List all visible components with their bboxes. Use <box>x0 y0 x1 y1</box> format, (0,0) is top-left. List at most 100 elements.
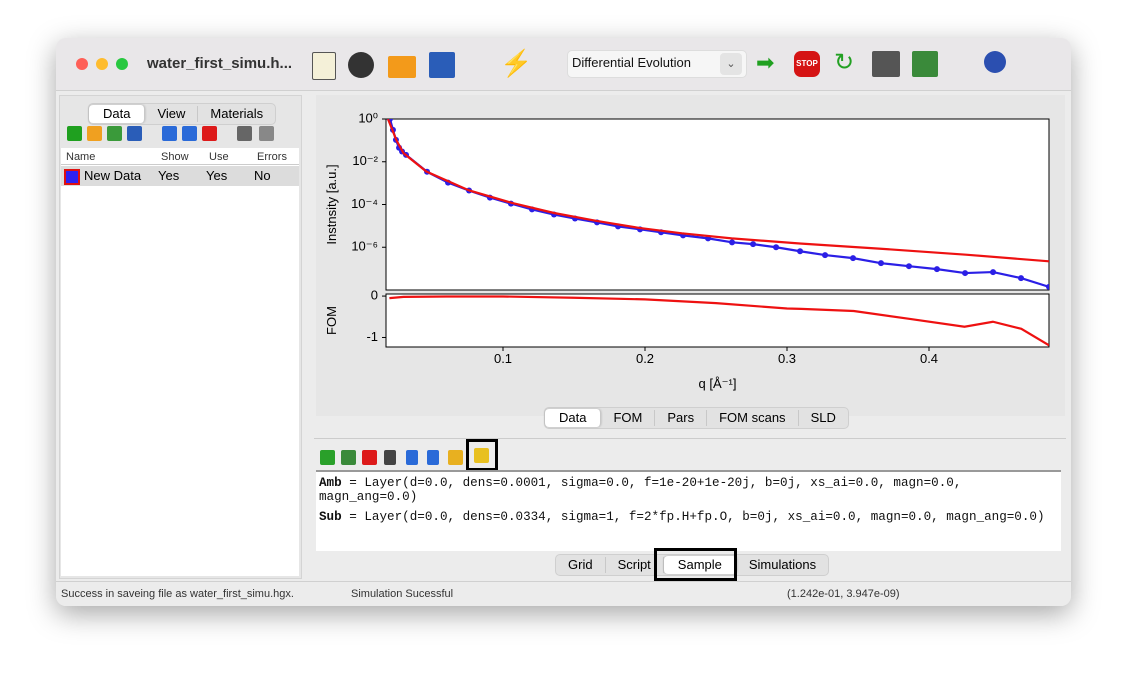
layer-line: Sub = Layer(d=0.0, dens=0.0334, sigma=1,… <box>319 510 1059 524</box>
axes <box>385 118 1050 291</box>
x-tick-label: 0.3 <box>778 351 796 366</box>
restart-icon[interactable]: ↻ <box>834 49 855 76</box>
data-point <box>905 263 912 270</box>
y-tick-label: 10⁻⁴ <box>351 196 378 211</box>
y-tick-label: 10⁻⁶ <box>351 239 378 254</box>
plot-icon[interactable] <box>237 126 252 141</box>
header-rule <box>61 164 299 165</box>
parameters-icon[interactable] <box>474 448 489 463</box>
left-tabs: Data View Materials <box>88 103 277 125</box>
delete-icon[interactable] <box>202 126 217 141</box>
up-icon[interactable] <box>162 126 177 141</box>
series-line <box>386 119 1049 263</box>
info-icon[interactable] <box>127 126 142 141</box>
plot-tabs: Data FOM Pars FOM scans SLD <box>544 407 849 429</box>
data-point <box>850 255 857 262</box>
window-title: water_first_simu.h... <box>147 55 293 72</box>
column-header: Show <box>161 151 189 163</box>
delete-layer-icon[interactable] <box>362 450 377 465</box>
cell: New Data <box>84 168 142 183</box>
start-fit-icon[interactable]: ➡ <box>756 50 775 75</box>
copy-icon[interactable] <box>107 126 122 141</box>
series-line <box>389 295 1049 347</box>
simulate-icon[interactable]: ⚡ <box>500 48 533 78</box>
cell: No <box>254 168 271 183</box>
search-icon[interactable] <box>984 51 1006 73</box>
y-tick-label: -1 <box>366 329 378 344</box>
color-swatch <box>64 169 80 185</box>
minimize-button[interactable] <box>96 58 108 70</box>
y-tick-label: 10⁰ <box>358 110 378 125</box>
x-axis-label: q [Å⁻¹] <box>699 376 737 391</box>
tab[interactable]: Pars <box>655 410 708 426</box>
close-button[interactable] <box>76 58 88 70</box>
status-text: (1.242e-01, 3.947e-09) <box>787 588 900 600</box>
down-icon[interactable] <box>182 126 197 141</box>
stop-icon[interactable]: STOP <box>794 51 820 77</box>
import-icon[interactable] <box>87 126 102 141</box>
add-layer-icon[interactable] <box>320 450 335 465</box>
tab[interactable]: Script <box>606 557 664 573</box>
cell: Yes <box>206 168 228 183</box>
calc-data-icon[interactable] <box>259 126 274 141</box>
title-bar: water_first_simu.h... ⚡ Differential Evo… <box>56 38 1071 91</box>
add-stack-icon[interactable] <box>341 450 356 465</box>
axes <box>385 293 1050 348</box>
tab[interactable]: Data <box>545 409 602 427</box>
y-tick-label: 0 <box>371 288 378 303</box>
new-icon[interactable] <box>312 52 336 80</box>
tab[interactable]: Materials <box>210 106 264 121</box>
tab[interactable]: SLD <box>810 410 836 425</box>
y-axis-label: Instnsity [a.u.] <box>324 164 339 244</box>
status-text: Success in saveing file as water_first_s… <box>61 588 294 600</box>
column-header: Errors <box>257 151 287 163</box>
data-point <box>729 239 736 246</box>
tab[interactable]: Sample <box>663 556 737 574</box>
cell: Yes <box>158 168 180 183</box>
highlight-box[interactable] <box>466 439 498 471</box>
tab[interactable]: FOM scans <box>707 410 799 426</box>
tab[interactable]: View <box>145 106 199 122</box>
layer-definition: = Layer(d=0.0, dens=0.0334, sigma=1, f=2… <box>349 510 1045 524</box>
highlight-box <box>654 548 737 581</box>
data-point <box>962 270 969 277</box>
data-point <box>797 248 804 255</box>
y-axis-label: FOM <box>324 306 339 335</box>
dropdown-arrow[interactable]: ⌄ <box>720 53 742 75</box>
data-point <box>990 269 997 276</box>
calc-icon[interactable] <box>872 51 900 77</box>
sld-icon[interactable] <box>448 450 463 465</box>
analyze-icon[interactable] <box>912 51 938 77</box>
rename-icon[interactable] <box>384 450 396 465</box>
layer-name: Sub <box>319 510 342 524</box>
x-tick-label: 0.2 <box>636 351 654 366</box>
data-point <box>1018 275 1025 282</box>
data-row[interactable]: New Data Yes Yes No <box>61 166 299 186</box>
open-icon[interactable] <box>388 56 416 78</box>
tab[interactable]: Data <box>89 105 146 123</box>
status-text: Simulation Sucessful <box>351 588 454 600</box>
zoom-button[interactable] <box>116 58 128 70</box>
tab[interactable]: Grid <box>556 557 606 573</box>
move-down-icon[interactable] <box>427 450 439 465</box>
move-up-icon[interactable] <box>406 450 418 465</box>
x-tick-label: 0.1 <box>494 351 512 366</box>
data-point <box>933 266 940 273</box>
new-model-icon[interactable] <box>348 52 374 78</box>
data-point <box>750 241 757 248</box>
optimizer-select[interactable]: Differential Evolution ⌄ <box>567 50 747 78</box>
x-tick-label: 0.4 <box>920 351 938 366</box>
sample-panel: Amb = Layer(d=0.0, dens=0.0001, sigma=0.… <box>314 438 1066 579</box>
save-icon[interactable] <box>429 52 455 78</box>
left-panel: Data View Materials Name Show Use Errors… <box>59 95 302 579</box>
data-point <box>1046 283 1049 290</box>
bottom-tabs: Grid Script Sample Simulations <box>555 554 830 576</box>
layer-line: Amb = Layer(d=0.0, dens=0.0001, sigma=0.… <box>319 476 1059 504</box>
data-point <box>822 252 829 259</box>
add-icon[interactable] <box>67 126 82 141</box>
tab[interactable]: Simulations <box>748 557 817 572</box>
data-point <box>878 260 885 267</box>
layer-definition: = Layer(d=0.0, dens=0.0001, sigma=0.0, f… <box>319 476 962 504</box>
tab[interactable]: FOM <box>601 410 656 426</box>
